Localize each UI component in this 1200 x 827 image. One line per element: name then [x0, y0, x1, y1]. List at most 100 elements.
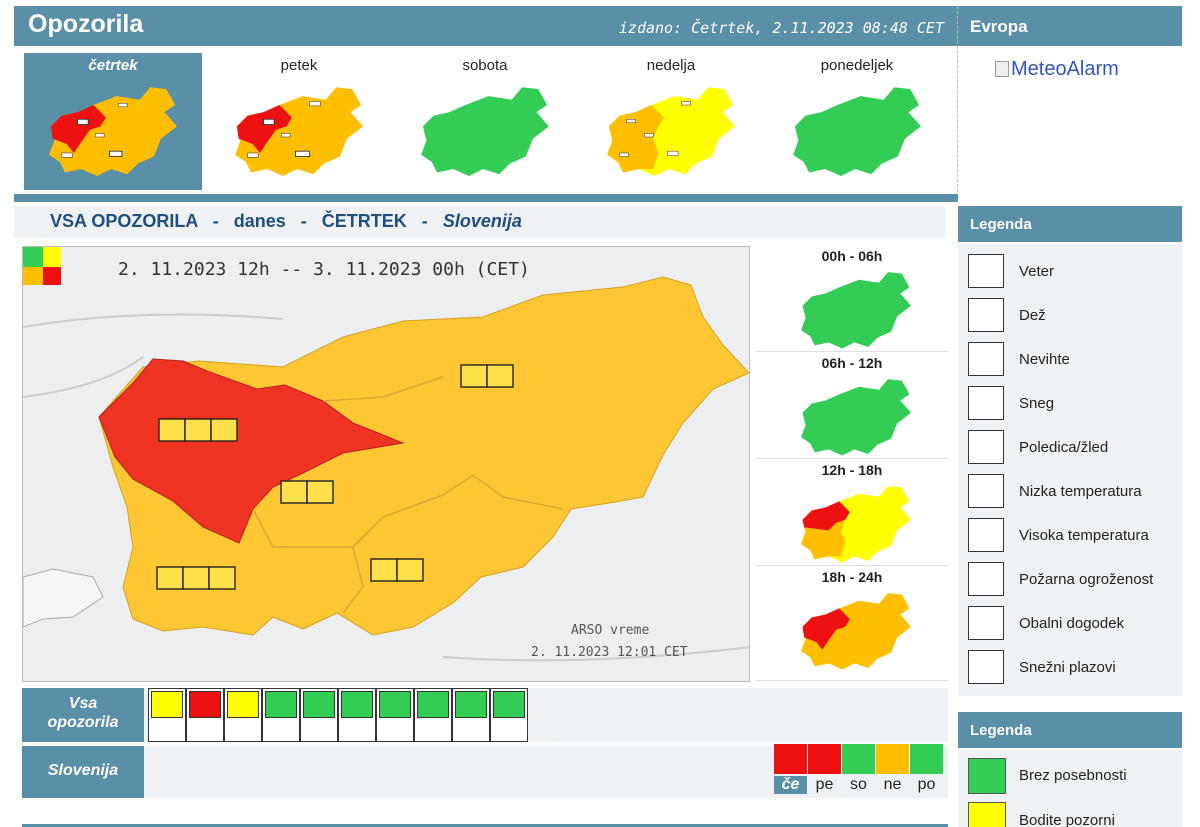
meteoalarm-link-text: MeteoAlarm [1011, 58, 1119, 80]
europe-header: Evropa [958, 6, 1182, 46]
day-tab-label: petek [280, 57, 318, 74]
warning-icon-coastal[interactable] [452, 688, 490, 742]
mini-day-thursday[interactable]: če [774, 744, 807, 794]
slovenia-map-thumbnail [421, 87, 549, 177]
legend-levels-header: Legenda [958, 712, 1182, 748]
broken-image-icon [995, 61, 1009, 77]
fire-icon [417, 691, 449, 718]
legend-item-low-temperature: Nizka temperatura [968, 470, 1182, 510]
slovenia-map-thumbnail [49, 87, 177, 177]
main-warning-map[interactable]: 2. 11.2023 12h -- 3. 11.2023 00h (CET) A… [22, 246, 750, 682]
avalanche-icon [968, 650, 1004, 684]
slovenia-map-thumbnail [801, 272, 911, 349]
period-label: 18h - 24h [821, 569, 883, 585]
mini-day-level [774, 744, 807, 774]
legend-levels: Brez posebnosti Bodite pozorni [958, 750, 1182, 827]
slovenia-map-thumbnail [801, 593, 911, 670]
day-tab-label: četrtek [88, 57, 138, 74]
mini-day-level [876, 744, 909, 774]
legend-level-color [968, 802, 1006, 827]
warning-icon-thunderstorm[interactable] [224, 688, 262, 742]
warning-icon-rain[interactable] [186, 688, 224, 742]
legend-item-label: Nizka temperatura [1019, 483, 1142, 500]
rain-icon [968, 298, 1004, 332]
day-tab-label: sobota [462, 57, 508, 74]
day-tab-label: nedelja [646, 57, 696, 74]
slovenia-map-thumbnail [793, 87, 921, 177]
legend-item-wind: Veter [968, 250, 1182, 290]
coastal-icon [968, 606, 1004, 640]
low-temperature-icon [968, 474, 1004, 508]
legend-warning-types: Veter Dež Nevihte Sneg Poledica/žled Niz… [958, 244, 1182, 696]
period-map-18-24[interactable]: 18h - 24h [756, 567, 948, 681]
ice-icon [303, 691, 335, 718]
wind-icon [968, 254, 1004, 288]
section-sep: - [300, 211, 307, 231]
warning-icon-fire[interactable] [414, 688, 452, 742]
mini-day-label: ne [883, 776, 902, 793]
day-tab-monday[interactable]: ponedeljek [768, 53, 946, 190]
day-tab-label: ponedeljek [820, 57, 894, 74]
mini-day-label: so [850, 776, 867, 793]
slovenia-map-thumbnail [607, 87, 735, 177]
legend-item-label: Nevihte [1019, 351, 1070, 368]
issued-timestamp: izdano: Četrtek, 2.11.2023 08:48 CET [618, 19, 944, 37]
legend-item-ice: Poledica/žled [968, 426, 1182, 466]
meteoalarm-link[interactable]: MeteoAlarm [995, 58, 1119, 81]
warning-icon-high-temperature[interactable] [376, 688, 414, 742]
warning-icon-low-temperature[interactable] [338, 688, 376, 742]
mini-day-monday[interactable]: po [910, 744, 943, 793]
legend-item-rain: Dež [968, 294, 1182, 334]
snow-icon [968, 386, 1004, 420]
europe-title: Evropa [970, 17, 1028, 36]
header-bar: Opozorila izdano: Četrtek, 2.11.2023 08:… [14, 6, 958, 46]
mini-day-level [910, 744, 943, 774]
legend-item-avalanche: Snežni plazovi [968, 646, 1182, 686]
warning-icon-wind[interactable] [148, 688, 186, 742]
mini-day-label: po [917, 776, 936, 793]
mini-day-level [842, 744, 875, 774]
legend-item-label: Visoka temperatura [1019, 527, 1149, 544]
day-tab-thursday[interactable]: četrtek [24, 53, 202, 190]
mini-day-label: če [774, 776, 807, 794]
app-title: Opozorila [28, 10, 144, 38]
day-tab-sunday[interactable]: nedelja [582, 53, 760, 190]
mini-day-sunday[interactable]: ne [876, 744, 909, 793]
coastal-icon [455, 691, 487, 718]
legend-item-high-temperature: Visoka temperatura [968, 514, 1182, 554]
mini-day-label: pe [815, 776, 834, 793]
slovenia-label: Slovenija [22, 746, 144, 798]
ice-icon [968, 430, 1004, 464]
day-tab-friday[interactable]: petek [210, 53, 388, 190]
mini-day-saturday[interactable]: so [842, 744, 875, 793]
legend-item-coastal: Obalni dogodek [968, 602, 1182, 642]
fire-icon [968, 562, 1004, 596]
legend-item-label: Obalni dogodek [1019, 615, 1125, 632]
period-map-06-12[interactable]: 06h - 12h [756, 353, 948, 459]
legend-item-snow: Sneg [968, 382, 1182, 422]
mini-day-friday[interactable]: pe [808, 744, 841, 793]
section-today: danes [233, 211, 286, 231]
legend-item-thunderstorm: Nevihte [968, 338, 1182, 378]
legend-level-color [968, 758, 1006, 794]
bottom-bar [22, 824, 948, 827]
separator-bar [14, 194, 958, 202]
warning-icon-avalanche[interactable] [490, 688, 528, 742]
mini-day-level [808, 744, 841, 774]
day-tab-saturday[interactable]: sobota [396, 53, 574, 190]
legend-item-label: Poledica/žled [1019, 439, 1109, 456]
legend-item-label: Sneg [1019, 395, 1055, 412]
thunderstorm-icon [968, 342, 1004, 376]
warning-icon-snow[interactable] [262, 688, 300, 742]
period-map-12-18[interactable]: 12h - 18h [756, 460, 948, 566]
all-warnings-label: Vsa opozorila [22, 688, 144, 742]
legend-item-label: Veter [1019, 263, 1055, 280]
legend-level-label: Brez posebnosti [1019, 767, 1127, 784]
section-region: Slovenija [442, 211, 522, 231]
slovenia-map-thumbnail [801, 486, 911, 563]
map-credit: ARSO vreme [571, 623, 650, 638]
section-sep: - [421, 211, 428, 231]
warning-icon-ice[interactable] [300, 688, 338, 742]
period-map-00-06[interactable]: 00h - 06h [756, 246, 948, 352]
wind-icon [151, 691, 183, 718]
